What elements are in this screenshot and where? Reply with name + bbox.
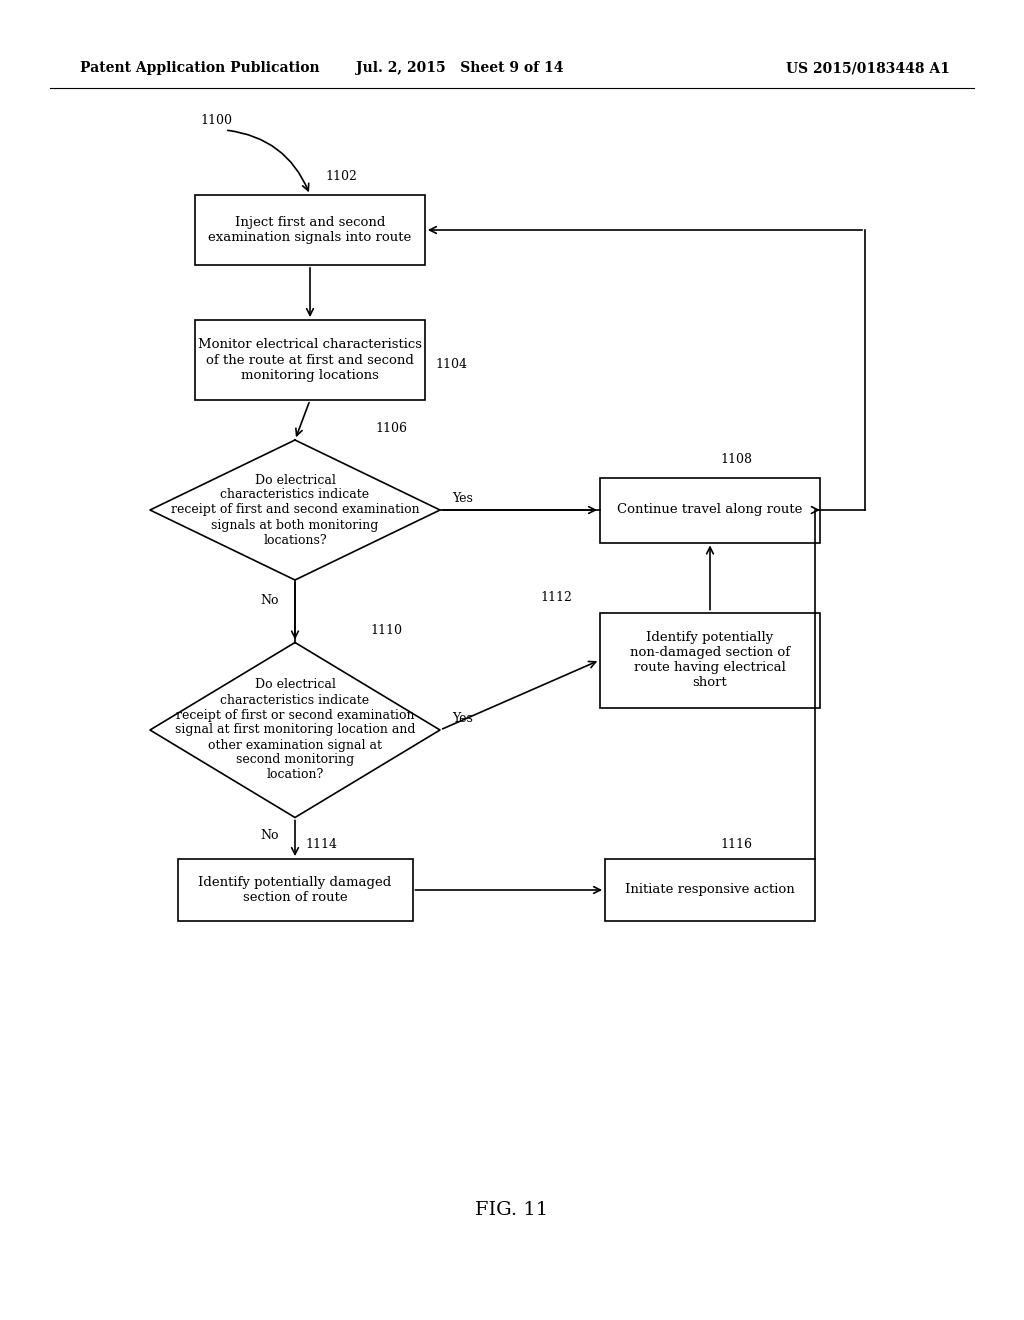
Text: 1106: 1106 [375, 421, 407, 434]
Text: Identify potentially
non-damaged section of
route having electrical
short: Identify potentially non-damaged section… [630, 631, 791, 689]
Text: Monitor electrical characteristics
of the route at first and second
monitoring l: Monitor electrical characteristics of th… [198, 338, 422, 381]
Polygon shape [150, 440, 440, 579]
Text: Identify potentially damaged
section of route: Identify potentially damaged section of … [199, 876, 391, 904]
Text: 1116: 1116 [720, 837, 752, 850]
Text: 1104: 1104 [435, 359, 467, 371]
Text: 1114: 1114 [305, 837, 337, 850]
Bar [605, 859, 815, 921]
Text: Do electrical
characteristics indicate
receipt of first or second examination
si: Do electrical characteristics indicate r… [175, 678, 416, 781]
Text: Yes: Yes [452, 491, 473, 504]
Bar [600, 612, 820, 708]
Text: 1112: 1112 [540, 591, 571, 605]
Text: 1100: 1100 [200, 114, 232, 127]
Text: No: No [260, 594, 279, 606]
Text: FIG. 11: FIG. 11 [475, 1201, 549, 1218]
Text: Do electrical
characteristics indicate
receipt of first and second examination
s: Do electrical characteristics indicate r… [171, 474, 419, 546]
Text: Yes: Yes [452, 711, 473, 725]
Bar [177, 859, 413, 921]
Text: US 2015/0183448 A1: US 2015/0183448 A1 [786, 61, 950, 75]
Text: Continue travel along route: Continue travel along route [617, 503, 803, 516]
Bar [195, 195, 425, 265]
Text: No: No [260, 829, 279, 842]
Text: Patent Application Publication: Patent Application Publication [80, 61, 319, 75]
Bar [195, 319, 425, 400]
Polygon shape [150, 643, 440, 817]
Text: Inject first and second
examination signals into route: Inject first and second examination sign… [208, 216, 412, 244]
Text: 1108: 1108 [720, 453, 752, 466]
Text: Initiate responsive action: Initiate responsive action [625, 883, 795, 896]
Text: 1110: 1110 [370, 624, 402, 638]
Text: Jul. 2, 2015   Sheet 9 of 14: Jul. 2, 2015 Sheet 9 of 14 [356, 61, 564, 75]
Bar [600, 478, 820, 543]
Text: 1102: 1102 [325, 170, 357, 183]
